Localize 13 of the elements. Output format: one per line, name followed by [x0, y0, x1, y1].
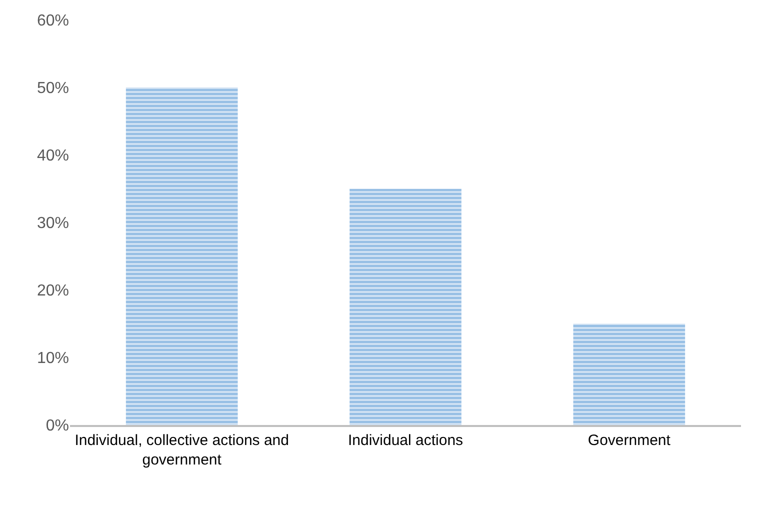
bar — [573, 324, 686, 425]
x-tick-label: Government — [588, 432, 672, 449]
y-tick-label: 20% — [36, 282, 69, 300]
x-tick-label: Individual actions — [348, 432, 464, 449]
y-tick-label: 10% — [36, 350, 69, 368]
y-tick-label: 60% — [36, 12, 69, 30]
bar — [350, 188, 462, 425]
y-tick-label: 0% — [46, 418, 69, 435]
y-tick-label: 40% — [36, 148, 69, 165]
y-tick-label: 30% — [36, 215, 69, 232]
bar — [126, 88, 238, 425]
y-tick-label: 50% — [36, 80, 69, 98]
x-tick-label: Individual, collective actions and government — [74, 432, 289, 468]
